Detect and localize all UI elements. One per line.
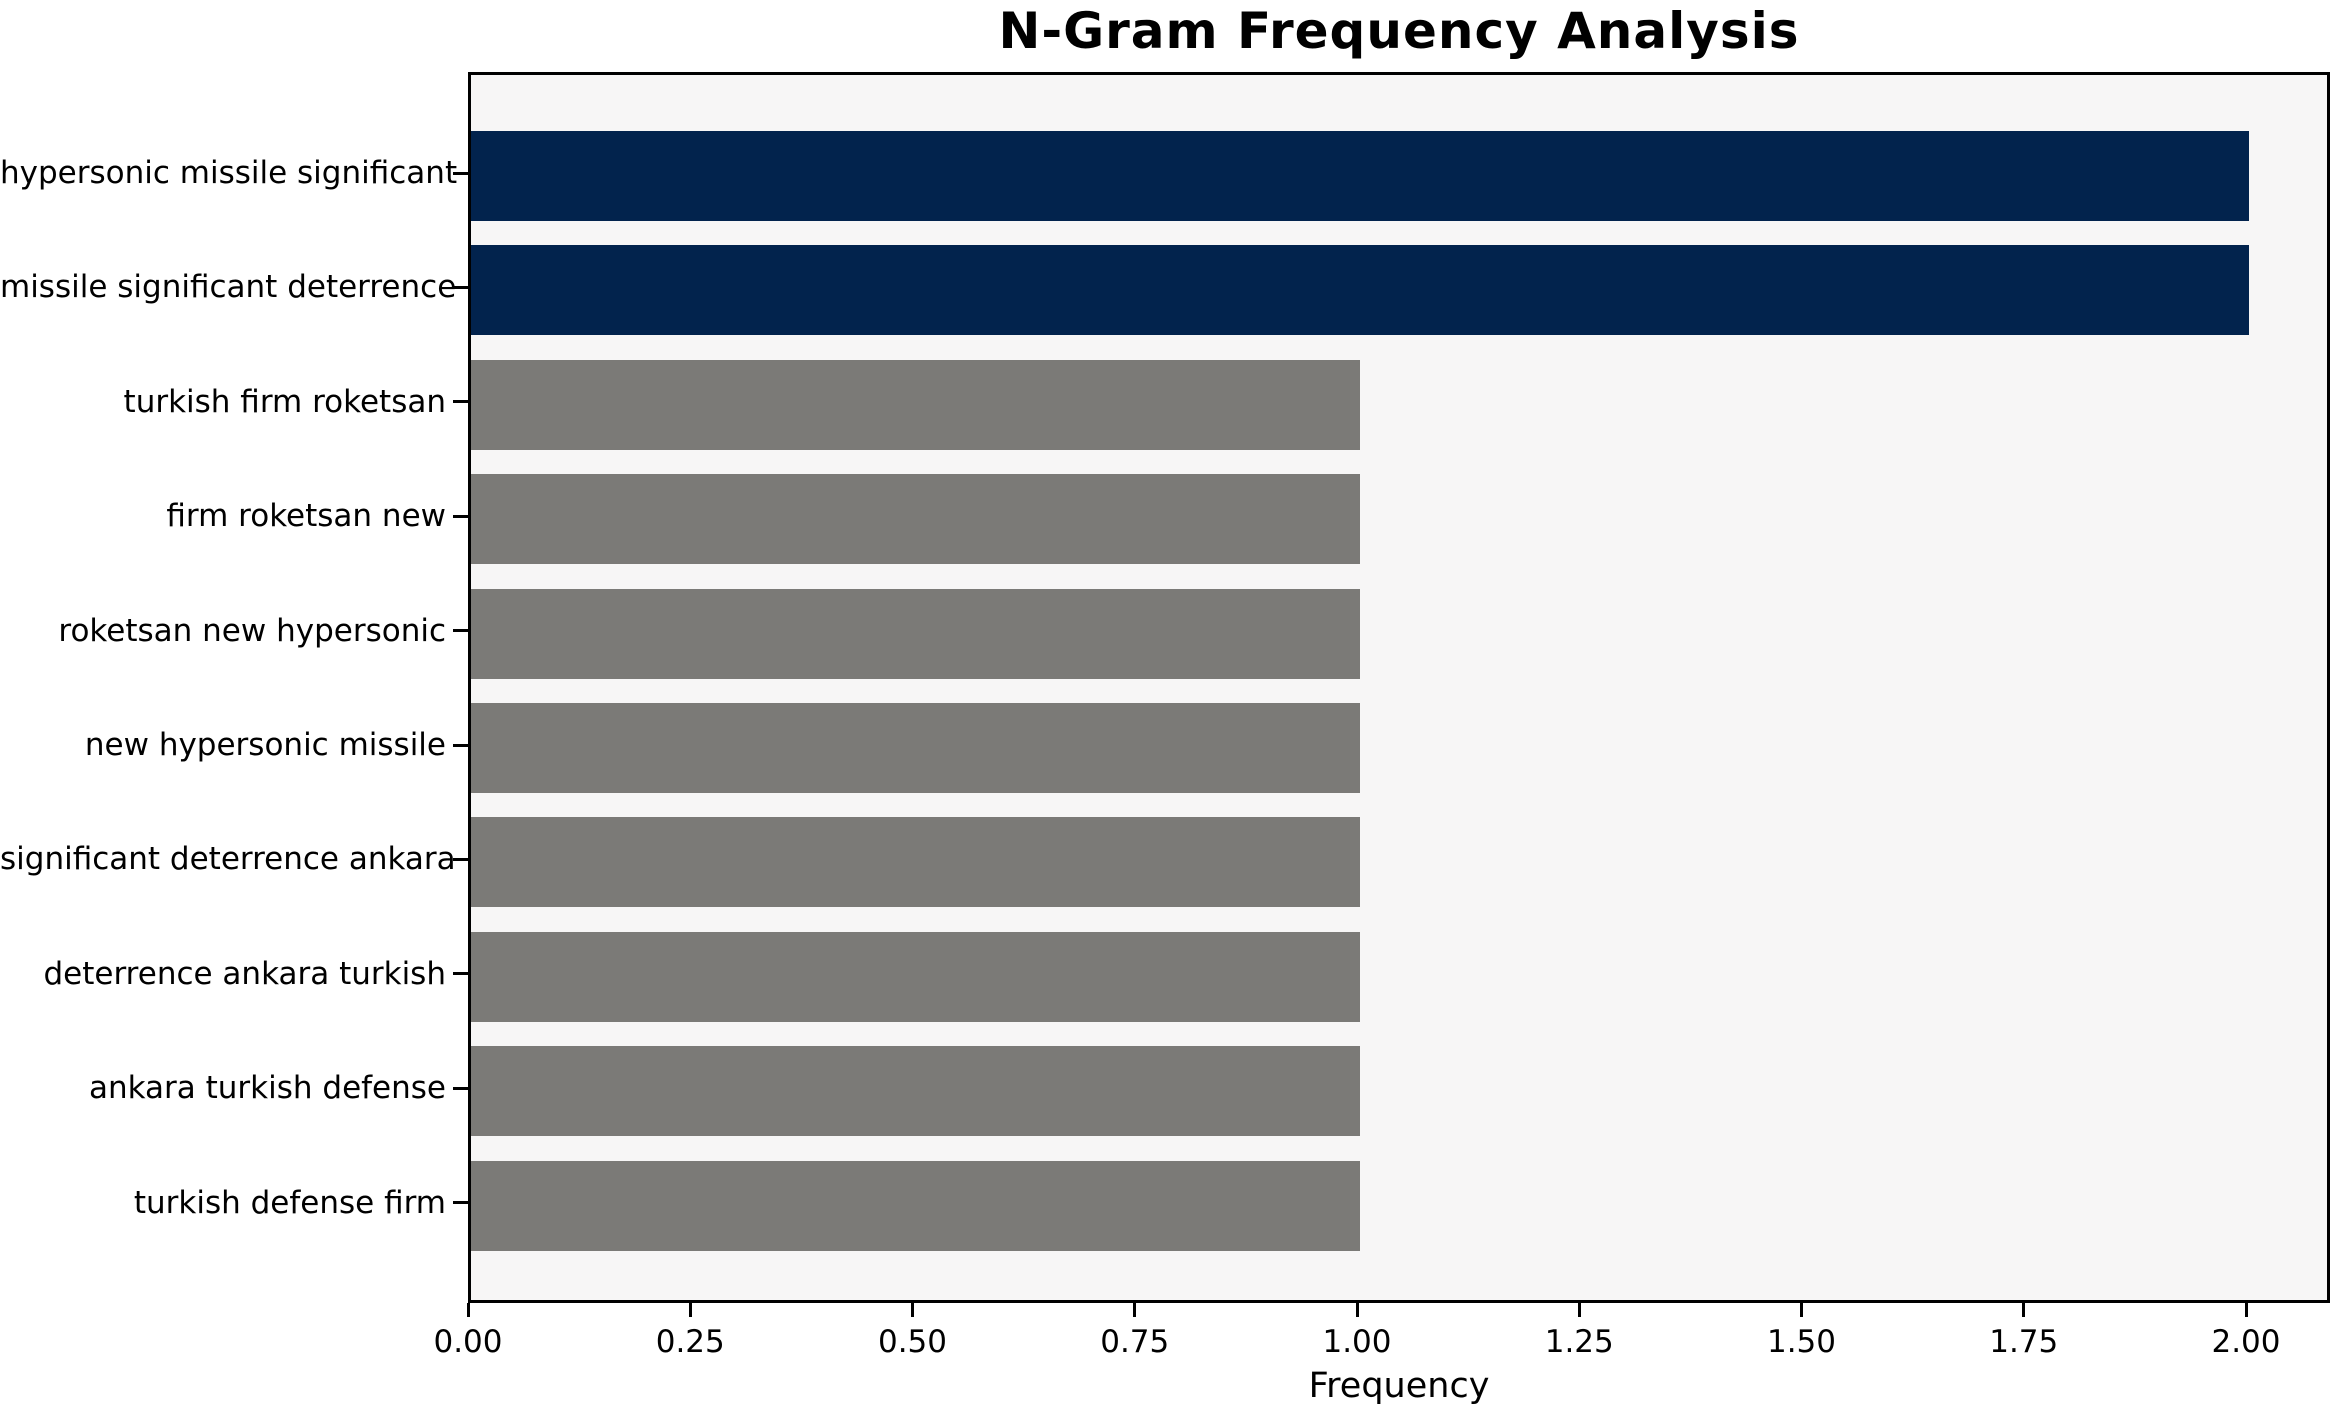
x-tick-mark (1133, 1303, 1137, 1317)
y-tick-label: deterrence ankara turkish (43, 955, 447, 992)
y-tick-label: ankara turkish defense (88, 1070, 446, 1107)
y-tick-mark (453, 1201, 468, 1205)
y-tick-label: turkish defense firm (133, 1184, 446, 1221)
y-tick-mark (453, 400, 468, 404)
y-tick-label: missile significant deterrence (0, 269, 457, 306)
bar (471, 1046, 1360, 1137)
x-tick-label: 0.25 (655, 1324, 725, 1360)
x-tick-label: 1.00 (1322, 1324, 1392, 1360)
x-tick-mark (2244, 1303, 2248, 1317)
y-tick-label: roketsan new hypersonic (58, 612, 446, 649)
x-tick-mark (688, 1303, 692, 1317)
x-tick-label: 1.25 (1544, 1324, 1614, 1360)
bar (471, 1160, 1360, 1251)
plot-area (468, 72, 2330, 1303)
x-axis-label: Frequency (1308, 1366, 1490, 1406)
x-tick-mark (1577, 1303, 1581, 1317)
y-tick-mark (453, 857, 468, 861)
x-tick-label: 0.75 (1100, 1324, 1170, 1360)
bar (471, 588, 1360, 679)
bar (471, 245, 2249, 336)
bar (471, 359, 1360, 450)
y-tick-mark (453, 972, 468, 976)
x-tick-label: 1.75 (1989, 1324, 2059, 1360)
y-tick-label: turkish firm roketsan (123, 383, 446, 420)
x-tick-label: 2.00 (2211, 1324, 2281, 1360)
y-tick-mark (453, 514, 468, 518)
y-tick-mark (453, 171, 468, 175)
y-tick-label: significant deterrence ankara (0, 841, 456, 878)
x-tick-mark (1800, 1303, 1803, 1317)
x-tick-label: 0.50 (877, 1324, 948, 1360)
y-tick-label: firm roketsan new (166, 498, 446, 535)
bar (471, 703, 1360, 793)
x-tick-label: 1.50 (1766, 1324, 1837, 1360)
y-tick-mark (453, 1086, 468, 1090)
y-tick-mark (453, 629, 468, 633)
x-tick-mark (2022, 1303, 2026, 1317)
x-tick-label: 0.00 (433, 1324, 503, 1360)
bar (471, 474, 1360, 565)
bar (471, 931, 1360, 1022)
chart-title: N-Gram Frequency Analysis (998, 2, 1800, 60)
bar (471, 817, 1360, 908)
y-tick-label: hypersonic missile significant (0, 155, 458, 191)
x-tick-mark (1355, 1303, 1359, 1317)
x-tick-mark (466, 1303, 470, 1317)
x-tick-mark (911, 1303, 914, 1317)
y-tick-label: new hypersonic missile (84, 727, 446, 763)
y-tick-mark (453, 743, 468, 747)
y-tick-mark (453, 285, 468, 289)
bar (471, 131, 2249, 221)
